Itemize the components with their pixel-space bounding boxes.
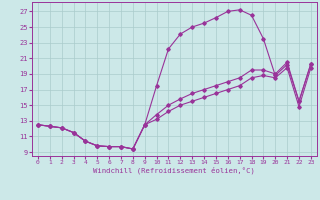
X-axis label: Windchill (Refroidissement éolien,°C): Windchill (Refroidissement éolien,°C) [93,167,255,174]
